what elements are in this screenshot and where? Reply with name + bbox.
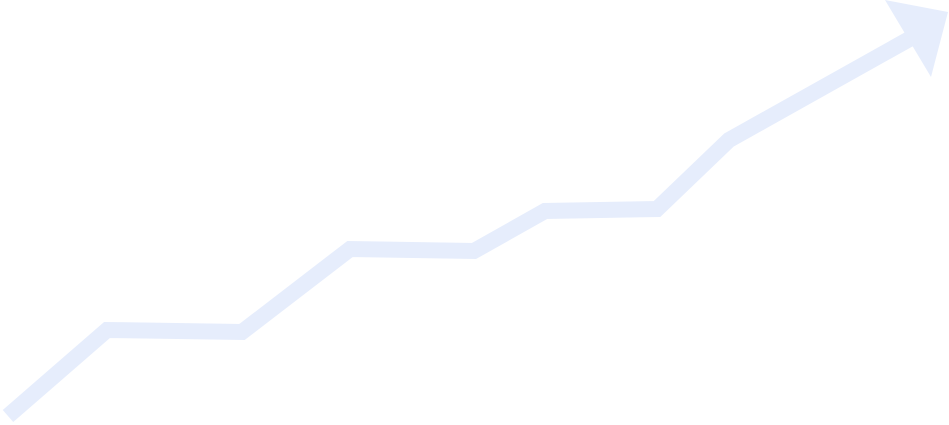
trend-line xyxy=(2,30,917,423)
arrow-head-icon xyxy=(885,0,948,77)
